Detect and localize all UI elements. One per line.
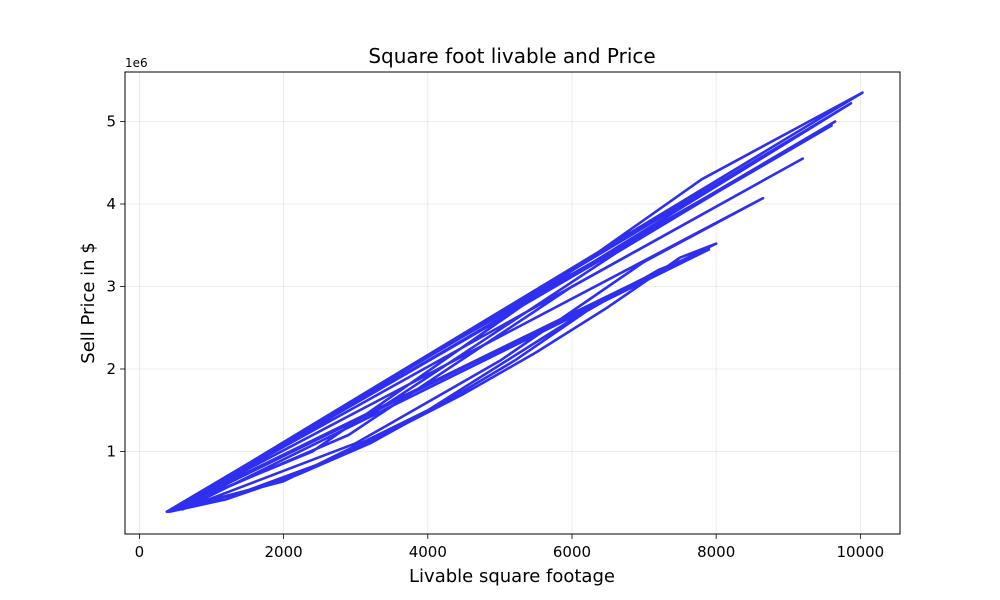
x-tick-label: 8000 [697,543,735,561]
price-series-line [165,91,864,514]
chart-title: Square foot livable and Price [368,44,655,68]
series-layer [165,91,864,514]
x-tick-label: 10000 [836,543,884,561]
grid-lines [125,72,900,534]
y-tick-label: 1 [106,443,116,461]
y-offset-label: 1e6 [125,56,148,70]
x-axis-label: Livable square footage [409,566,615,587]
x-tick-label: 4000 [409,543,447,561]
y-tick-label: 4 [106,195,116,213]
axis-ticks: 0 2000 4000 6000 8000 10000 1 2 3 4 5 [106,113,884,562]
x-tick-label: 0 [135,543,145,561]
x-tick-label: 2000 [265,543,303,561]
plot-frame [124,71,901,535]
y-tick-label: 3 [106,278,116,296]
x-tick-label: 6000 [553,543,591,561]
y-tick-label: 5 [106,113,116,131]
y-axis-label: Sell Price in $ [78,242,99,363]
y-tick-label: 2 [106,360,116,378]
